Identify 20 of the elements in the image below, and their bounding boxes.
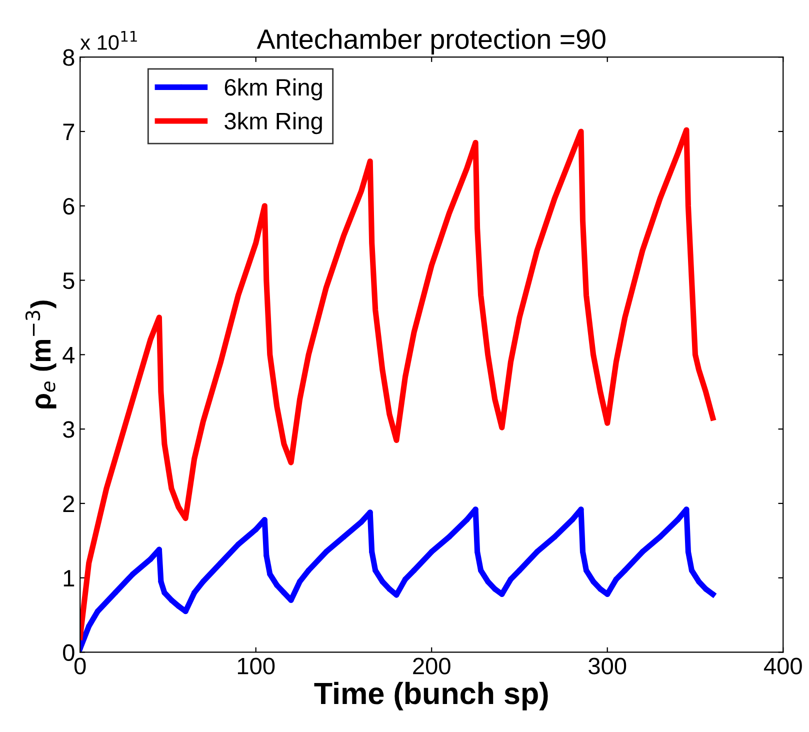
x-tick-label: 300 <box>588 658 626 674</box>
y-tick-label: 8 <box>63 49 74 66</box>
y-tick-label: 6 <box>63 198 74 215</box>
x-tick-label: 100 <box>238 658 275 674</box>
chart-title: Antechamber protection =90 <box>256 28 606 55</box>
y-tick-label: 2 <box>63 496 74 512</box>
x-tick-label: 200 <box>413 658 450 674</box>
legend-label: 3km Ring <box>224 112 322 134</box>
x-tick-label: 400 <box>764 658 802 674</box>
legend-label: 6km Ring <box>224 78 322 100</box>
y-axis-title: ρ$_{e}$ (m$^{−3}$) <box>25 300 56 408</box>
text: x 10$^{11}$ <box>80 31 137 50</box>
y-tick-label: 5 <box>63 272 74 290</box>
y-tick-label: 7 <box>63 124 74 140</box>
x-tick-label: 0 <box>74 658 86 674</box>
y-tick-label: 4 <box>62 346 75 364</box>
y-tick-label: 1 <box>64 570 74 586</box>
y-tick-label: 3 <box>63 421 74 438</box>
x-axis-title: Time (bunch sp) <box>314 682 548 710</box>
y-tick-label: 0 <box>63 644 74 661</box>
